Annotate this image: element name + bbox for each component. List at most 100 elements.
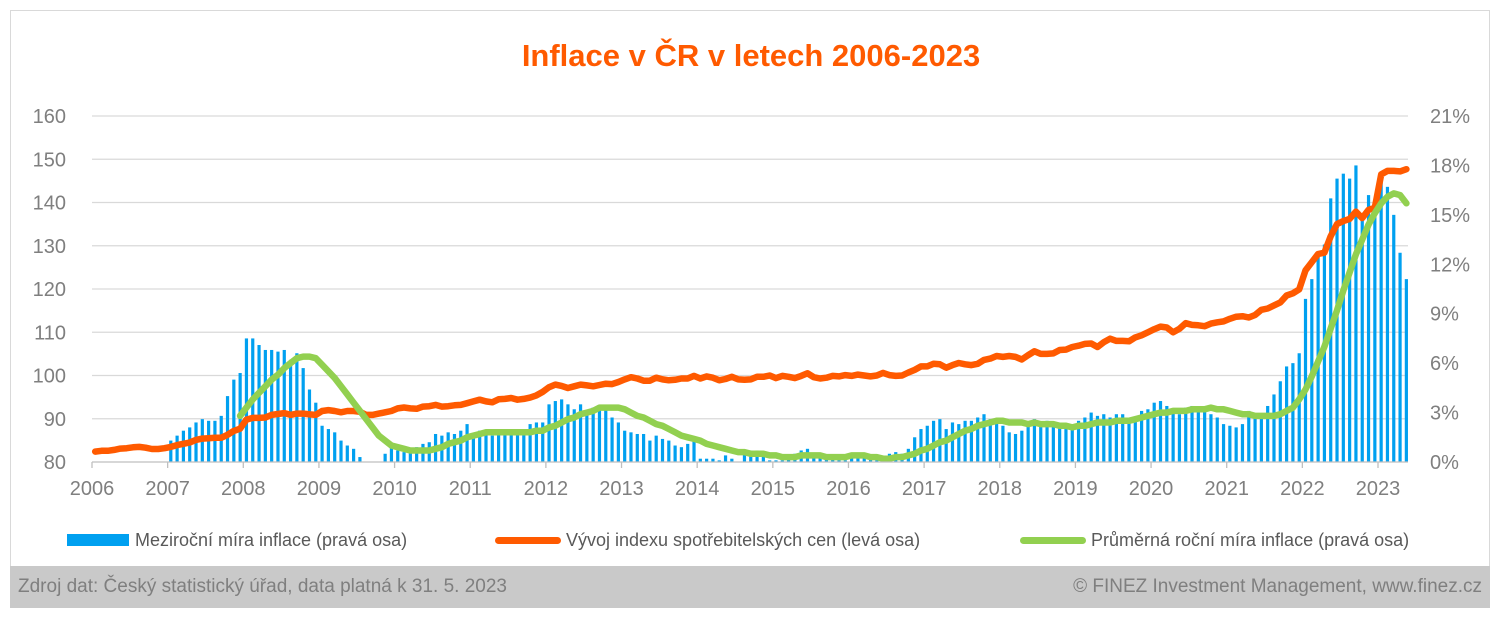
bar [320,425,324,462]
legend-swatch-blue-bar [67,534,129,546]
legend-swatch-orange-line [495,536,561,544]
y-right-tick-label: 9% [1430,304,1459,326]
bar [1247,410,1251,462]
bar [913,437,917,462]
bar [1158,401,1163,462]
bar [295,353,299,462]
bar [1272,394,1276,462]
bar [667,440,671,462]
x-tick-label: 2020 [1129,478,1174,500]
y-left-tick-label: 140 [33,193,66,215]
bar [169,440,173,462]
bar [1165,405,1169,462]
x-tick-label: 2011 [449,478,492,500]
bar [1209,414,1213,462]
line-series [91,165,1410,462]
bar [843,460,847,462]
x-tick-label: 2012 [524,478,569,500]
bar [988,419,992,462]
bar [1064,429,1068,462]
bar [471,433,475,462]
x-tick-label: 2007 [145,478,190,500]
bar [950,422,955,462]
bar [1234,427,1238,462]
bar [862,457,866,462]
bar [528,424,532,462]
bar [1366,195,1371,463]
bar [597,405,602,462]
y-left-tick-label: 130 [33,236,66,258]
chart-title: Inflace v ČR v letech 2006-2023 [521,38,981,73]
bar [969,420,973,462]
bar [925,425,929,462]
bar [478,430,482,462]
bar [654,435,658,462]
line-average-inflation [236,190,1410,462]
bar [995,422,999,462]
bar [1184,407,1188,462]
bar [768,460,772,462]
bar [976,417,980,462]
x-tick-label: 2018 [978,478,1023,500]
bar [1373,201,1377,462]
bar [1089,412,1093,462]
bar [585,410,589,462]
bar [660,438,665,462]
bar [692,438,696,462]
bar [244,338,249,462]
x-tick-label: 2021 [1204,478,1249,500]
x-tick-label: 2008 [221,478,266,500]
bar [1146,409,1150,462]
bar [1203,409,1207,462]
x-tick-label: 2022 [1280,478,1325,500]
bar [541,422,545,462]
bar [1095,415,1100,462]
bar [648,440,652,462]
bar [1303,298,1308,462]
bar [1045,420,1049,462]
bar [742,452,747,462]
bar [452,433,457,462]
bar [402,452,406,462]
bar [509,433,513,462]
bar [415,447,419,462]
bar [1076,420,1081,462]
bar [629,432,633,462]
bar [1026,425,1030,462]
bar [931,420,936,462]
bar [553,401,557,462]
legend-item-avg: Průměrná roční míra inflace (pravá osa) [1020,528,1409,552]
bar [263,349,267,462]
bar [705,458,709,462]
bar [1140,410,1144,462]
bar [383,453,387,462]
bar [875,460,879,462]
x-tick-label: 2013 [599,478,644,500]
bar [623,430,627,462]
bar [1127,417,1131,462]
line-cpi-index [91,165,1410,455]
gridlines [92,115,1408,420]
bar [389,445,394,462]
bar [679,447,684,462]
y-right-tick-label: 15% [1430,205,1470,227]
bar [1240,424,1245,462]
bar [270,349,274,462]
bar [856,457,860,462]
y-left-tick-label: 160 [33,106,66,128]
bar-series-yoy-inflation [169,165,1408,463]
y-right-tick-label: 3% [1430,403,1459,425]
footer-source: Zdroj dat: Český statistický úřad, data … [18,576,507,597]
bar [818,457,822,462]
bar [1228,425,1232,462]
bar [1278,381,1282,462]
x-tick-label: 2010 [372,478,417,500]
bar [1133,417,1137,462]
bar [560,399,564,462]
y-right-tick-label: 18% [1430,155,1470,177]
bar [641,433,646,462]
bar [1392,214,1396,462]
bar [547,404,551,462]
bar [635,433,639,462]
